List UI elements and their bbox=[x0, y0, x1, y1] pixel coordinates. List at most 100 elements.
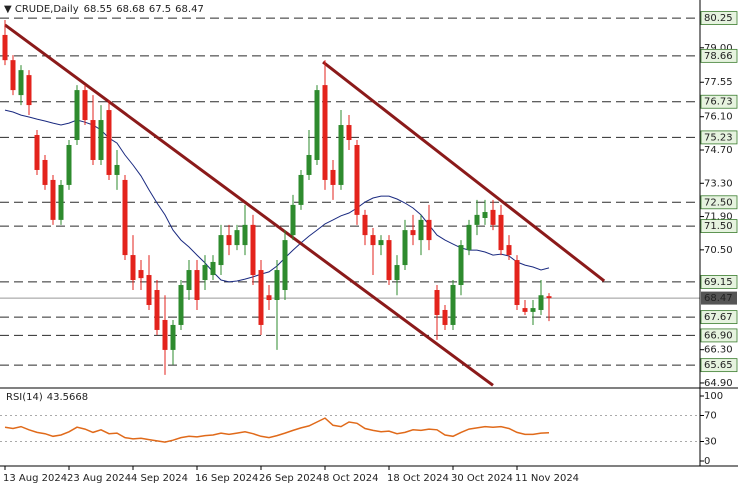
candle-body bbox=[210, 261, 216, 276]
y-tick-label: 64.90 bbox=[704, 378, 733, 389]
trendline bbox=[4, 23, 494, 387]
symbol: CRUDE,Daily bbox=[15, 4, 79, 15]
y-tick-label: 71.90 bbox=[704, 212, 733, 223]
symbol-menu-icon[interactable]: ▼ bbox=[4, 4, 15, 15]
candle-body bbox=[410, 230, 416, 236]
candle-body bbox=[442, 309, 448, 325]
candle-body bbox=[490, 209, 496, 225]
level-label: 69.15 bbox=[704, 277, 733, 288]
level-label-box bbox=[700, 130, 738, 145]
level-label-box bbox=[700, 195, 738, 210]
candle-body bbox=[330, 169, 336, 185]
x-tick-label: 26 Sep 2024 bbox=[259, 473, 322, 484]
level-label: 67.67 bbox=[704, 312, 733, 323]
level-label: 78.66 bbox=[704, 51, 733, 62]
candle-body bbox=[418, 219, 424, 241]
level-label-box bbox=[700, 275, 738, 289]
candle-body bbox=[82, 90, 88, 121]
level-label-box bbox=[700, 358, 738, 373]
chart-header: ▼ CRUDE,Daily 68.55 68.68 67.5 68.47 bbox=[4, 4, 204, 15]
candle-body bbox=[178, 285, 184, 325]
x-tick-label: 30 Oct 2024 bbox=[451, 473, 513, 484]
y-tick-label: 74.70 bbox=[704, 145, 733, 156]
level-label-box bbox=[700, 328, 738, 343]
candle-body bbox=[154, 290, 160, 330]
candle-body bbox=[514, 260, 520, 305]
candle-body bbox=[138, 270, 144, 279]
candle-body bbox=[202, 265, 208, 281]
candle-body bbox=[306, 154, 312, 175]
candle-body bbox=[226, 235, 232, 246]
x-tick-label: 18 Oct 2024 bbox=[387, 473, 449, 484]
candle-body bbox=[530, 308, 536, 312]
rsi-tick-label: 100 bbox=[704, 391, 723, 402]
candle-body bbox=[26, 75, 32, 106]
candle-body bbox=[58, 184, 64, 220]
candle-body bbox=[506, 245, 512, 256]
level-label: 65.65 bbox=[704, 360, 733, 371]
candle-body bbox=[498, 214, 504, 251]
candle-body bbox=[50, 179, 56, 220]
candle-body bbox=[274, 270, 280, 300]
x-tick-label: 23 Aug 2024 bbox=[67, 473, 131, 484]
candle-body bbox=[426, 219, 432, 241]
candle-body bbox=[162, 319, 168, 350]
candle-body bbox=[250, 224, 256, 276]
rsi-tick-label: 0 bbox=[704, 456, 710, 467]
rsi-line bbox=[4, 417, 550, 443]
candle-body bbox=[386, 240, 392, 281]
candle-body bbox=[122, 179, 128, 256]
candle-body bbox=[394, 265, 400, 281]
level-label-box bbox=[700, 48, 738, 63]
level-label-box bbox=[700, 94, 738, 109]
candle-body bbox=[2, 34, 8, 61]
candle-body bbox=[346, 125, 352, 141]
last-price-box bbox=[701, 291, 737, 305]
level-label-box bbox=[700, 310, 738, 325]
rsi-tick-label: 70 bbox=[704, 411, 717, 422]
candle-body bbox=[106, 110, 112, 175]
candle-body bbox=[98, 120, 104, 160]
candle-body bbox=[314, 90, 320, 160]
level-label: 76.73 bbox=[704, 97, 733, 108]
candle-body bbox=[34, 135, 40, 170]
candle-body bbox=[74, 90, 80, 141]
y-tick-label: 73.30 bbox=[704, 178, 733, 189]
level-label: 80.25 bbox=[704, 13, 733, 24]
candle-body bbox=[522, 308, 528, 312]
candle-body bbox=[402, 230, 408, 266]
candle-body bbox=[290, 204, 296, 236]
candle-body bbox=[538, 295, 544, 310]
candle-body bbox=[482, 212, 488, 218]
rsi-tick-label: 30 bbox=[704, 437, 717, 448]
ohlc-high: 68.68 bbox=[116, 4, 145, 15]
candle-body bbox=[450, 285, 456, 325]
candle-body bbox=[466, 224, 472, 251]
candle-body bbox=[378, 240, 384, 246]
y-tick-label: 76.10 bbox=[704, 112, 733, 123]
candle-body bbox=[266, 295, 272, 300]
ohlc-close: 68.47 bbox=[175, 4, 204, 15]
candle-body bbox=[18, 70, 24, 96]
candle-body bbox=[10, 60, 16, 91]
level-label: 72.50 bbox=[704, 197, 733, 208]
level-label: 71.50 bbox=[704, 221, 733, 232]
candle-body bbox=[458, 245, 464, 286]
rsi-last-value: 43.5668 bbox=[47, 392, 88, 403]
x-tick-label: 4 Sep 2024 bbox=[131, 473, 188, 484]
candle-body bbox=[338, 125, 344, 185]
candle-body bbox=[298, 174, 304, 205]
candle-body bbox=[114, 164, 120, 175]
rsi-title: RSI(14) bbox=[6, 392, 43, 403]
candle-body bbox=[370, 235, 376, 246]
y-tick-label: 79.00 bbox=[704, 43, 733, 54]
level-label: 75.23 bbox=[704, 132, 733, 143]
candle-body bbox=[66, 145, 72, 185]
candle-body bbox=[218, 235, 224, 266]
candle-body bbox=[362, 214, 368, 236]
candle-body bbox=[258, 270, 264, 325]
ohlc-open: 68.55 bbox=[84, 4, 113, 15]
candle-body bbox=[186, 270, 192, 291]
candle-body bbox=[322, 85, 328, 180]
candle-body bbox=[282, 240, 288, 291]
